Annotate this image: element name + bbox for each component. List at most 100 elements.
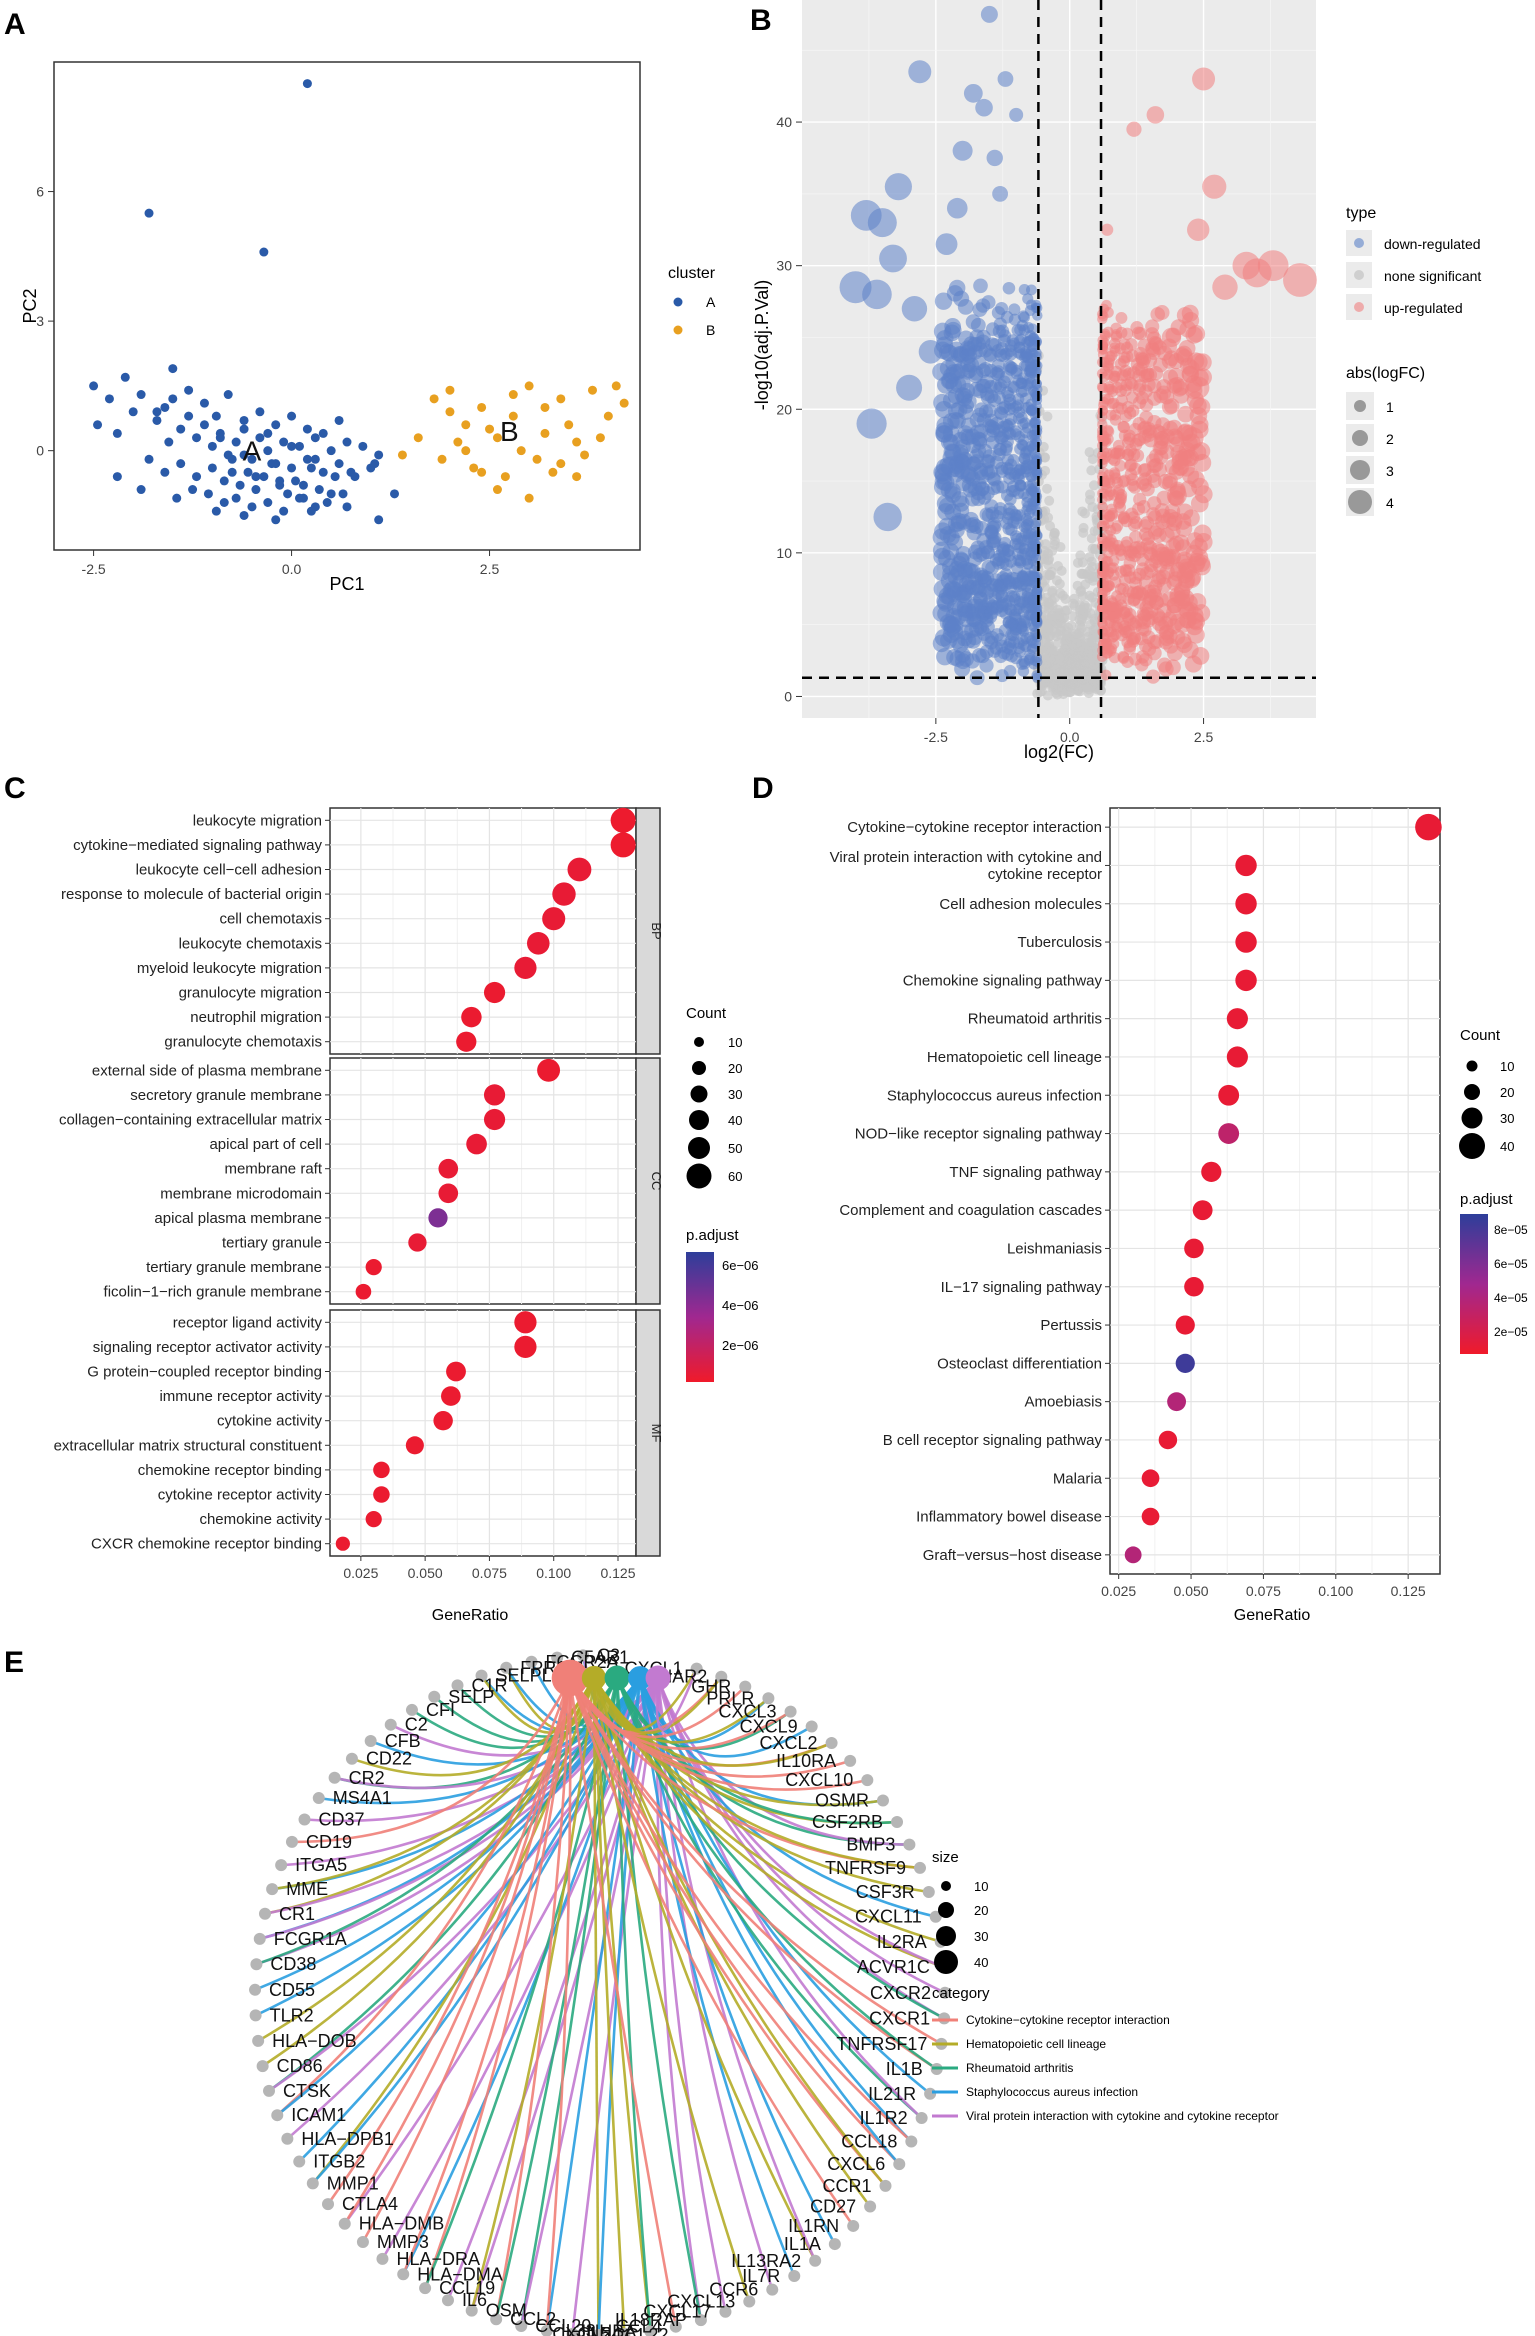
gene-node xyxy=(592,2328,605,2336)
point-down-regulated xyxy=(1014,443,1026,455)
point-none-significant xyxy=(1050,662,1061,673)
gene-label: IL10RA xyxy=(776,1751,836,1771)
point-down-regulated xyxy=(1000,516,1014,530)
y-tick-label: 40 xyxy=(776,114,792,130)
gene-node xyxy=(256,2060,269,2073)
point-cluster-a xyxy=(235,480,245,490)
point-up-regulated xyxy=(1173,347,1191,364)
point-up-regulated xyxy=(1181,427,1204,449)
d-color-label-2: 6e−05 xyxy=(1494,1257,1528,1271)
size-legend-dot-3 xyxy=(1350,460,1370,480)
point-cluster-a xyxy=(112,472,122,482)
point-up-regulated xyxy=(1146,669,1161,684)
point-down-regulated xyxy=(985,506,1000,521)
term-dot xyxy=(1235,969,1257,992)
gene-node xyxy=(364,1734,377,1747)
point-cluster-a xyxy=(199,398,209,408)
gene-label: CXCL6 xyxy=(827,2154,885,2174)
term-label: receptor ligand activity xyxy=(173,1314,323,1331)
point-cluster-b xyxy=(469,463,479,473)
point-down-regulated xyxy=(1031,616,1042,627)
gene-node xyxy=(306,2177,319,2190)
panel-a-points xyxy=(89,79,629,525)
term-label: G protein−coupled receptor binding xyxy=(87,1364,322,1381)
point-none-significant xyxy=(1088,675,1099,686)
panel-b-ticks: -2.5 0.0 2.5 0 10 20 30 40 xyxy=(776,114,1213,745)
facet-strip-label: CC xyxy=(649,1172,664,1191)
network-edge xyxy=(255,1677,619,1966)
gene-label: IL33 xyxy=(561,2321,596,2336)
point-cluster-a xyxy=(318,467,328,477)
point-cluster-a xyxy=(128,407,138,417)
term-label: Rheumatoid arthritis xyxy=(968,1011,1102,1028)
term-dot xyxy=(1141,1507,1160,1526)
point-down-regulated xyxy=(976,378,992,393)
point-down-regulated xyxy=(867,208,897,238)
point-up-regulated xyxy=(1190,494,1209,513)
panel-b-ylabel: -log10(adj.P.Val) xyxy=(752,280,772,410)
term-dot xyxy=(446,1361,466,1382)
panel-b-type-legend: type down-regulated none significant up-… xyxy=(1346,205,1481,320)
point-down-regulated xyxy=(994,649,1008,664)
point-cluster-b xyxy=(461,446,471,456)
network-edge xyxy=(568,1677,943,2046)
network-edge xyxy=(592,1677,887,2187)
point-down-regulated xyxy=(1013,472,1025,485)
point-down-regulated xyxy=(984,583,999,598)
size-legend-label-1: 1 xyxy=(1386,399,1394,415)
point-cluster-b xyxy=(580,450,590,460)
point-cluster-a xyxy=(247,502,257,512)
point-none-significant xyxy=(1046,645,1057,656)
gene-node xyxy=(903,1838,916,1851)
point-up-regulated xyxy=(1117,582,1130,595)
point-cluster-b xyxy=(516,446,526,456)
panel-letter-b: B xyxy=(750,4,772,37)
c-size-label-6: 60 xyxy=(728,1169,742,1184)
point-up-regulated xyxy=(1212,274,1238,300)
term-label: Chemokine signaling pathway xyxy=(903,972,1103,989)
point-down-regulated xyxy=(1018,311,1031,324)
point-cluster-b xyxy=(461,420,471,430)
point-cluster-a xyxy=(271,515,281,525)
c-size-dot-4 xyxy=(689,1110,709,1130)
legend-label-cluster-b: B xyxy=(706,322,715,338)
point-down-regulated xyxy=(982,449,997,464)
facet-panel-bp xyxy=(329,807,637,1055)
term-dot xyxy=(466,1133,487,1155)
panel-b: -2.5 0.0 2.5 0 10 20 30 40 log2(FC) -log10(adj.… xyxy=(752,0,1481,762)
gene-node xyxy=(938,1986,951,1999)
term-dot xyxy=(1226,1008,1248,1030)
point-cluster-a xyxy=(291,476,301,486)
point-down-regulated xyxy=(935,425,953,443)
panel-b-points xyxy=(839,5,1317,701)
point-cluster-a xyxy=(160,402,170,412)
panel-d-color-legend: p.adjust 8e−05 6e−05 4e−05 2e−05 xyxy=(1460,1191,1528,1354)
point-cluster-a xyxy=(192,433,202,443)
point-up-regulated xyxy=(1108,620,1120,632)
point-none-significant xyxy=(1054,578,1065,589)
panel-c-color-legend-title: p.adjust xyxy=(686,1227,739,1244)
point-cluster-a xyxy=(334,415,344,425)
point-cluster-a xyxy=(239,415,249,425)
x-tick-label: 0.100 xyxy=(536,1565,571,1581)
y-tick-label: 0 xyxy=(36,443,44,459)
gene-label: CCL19 xyxy=(439,2278,495,2298)
point-up-regulated xyxy=(1117,651,1130,664)
point-down-regulated xyxy=(973,278,988,294)
point-down-regulated xyxy=(988,379,1003,393)
point-cluster-a xyxy=(144,454,154,464)
term-dot xyxy=(610,807,636,833)
point-up-regulated xyxy=(1139,410,1154,425)
point-up-regulated xyxy=(1124,468,1138,481)
term-label: leukocyte migration xyxy=(193,812,322,829)
point-none-significant xyxy=(1079,508,1090,519)
gene-node xyxy=(719,2305,732,2318)
term-label: ficolin−1−rich granule membrane xyxy=(104,1284,322,1301)
gene-node xyxy=(384,1718,397,1731)
gene-node xyxy=(322,2198,335,2211)
point-up-regulated xyxy=(1156,379,1172,395)
point-cluster-a xyxy=(346,467,356,477)
point-down-regulated xyxy=(1028,637,1039,649)
term-label: Malaria xyxy=(1053,1470,1103,1487)
point-down-regulated xyxy=(1004,618,1018,632)
